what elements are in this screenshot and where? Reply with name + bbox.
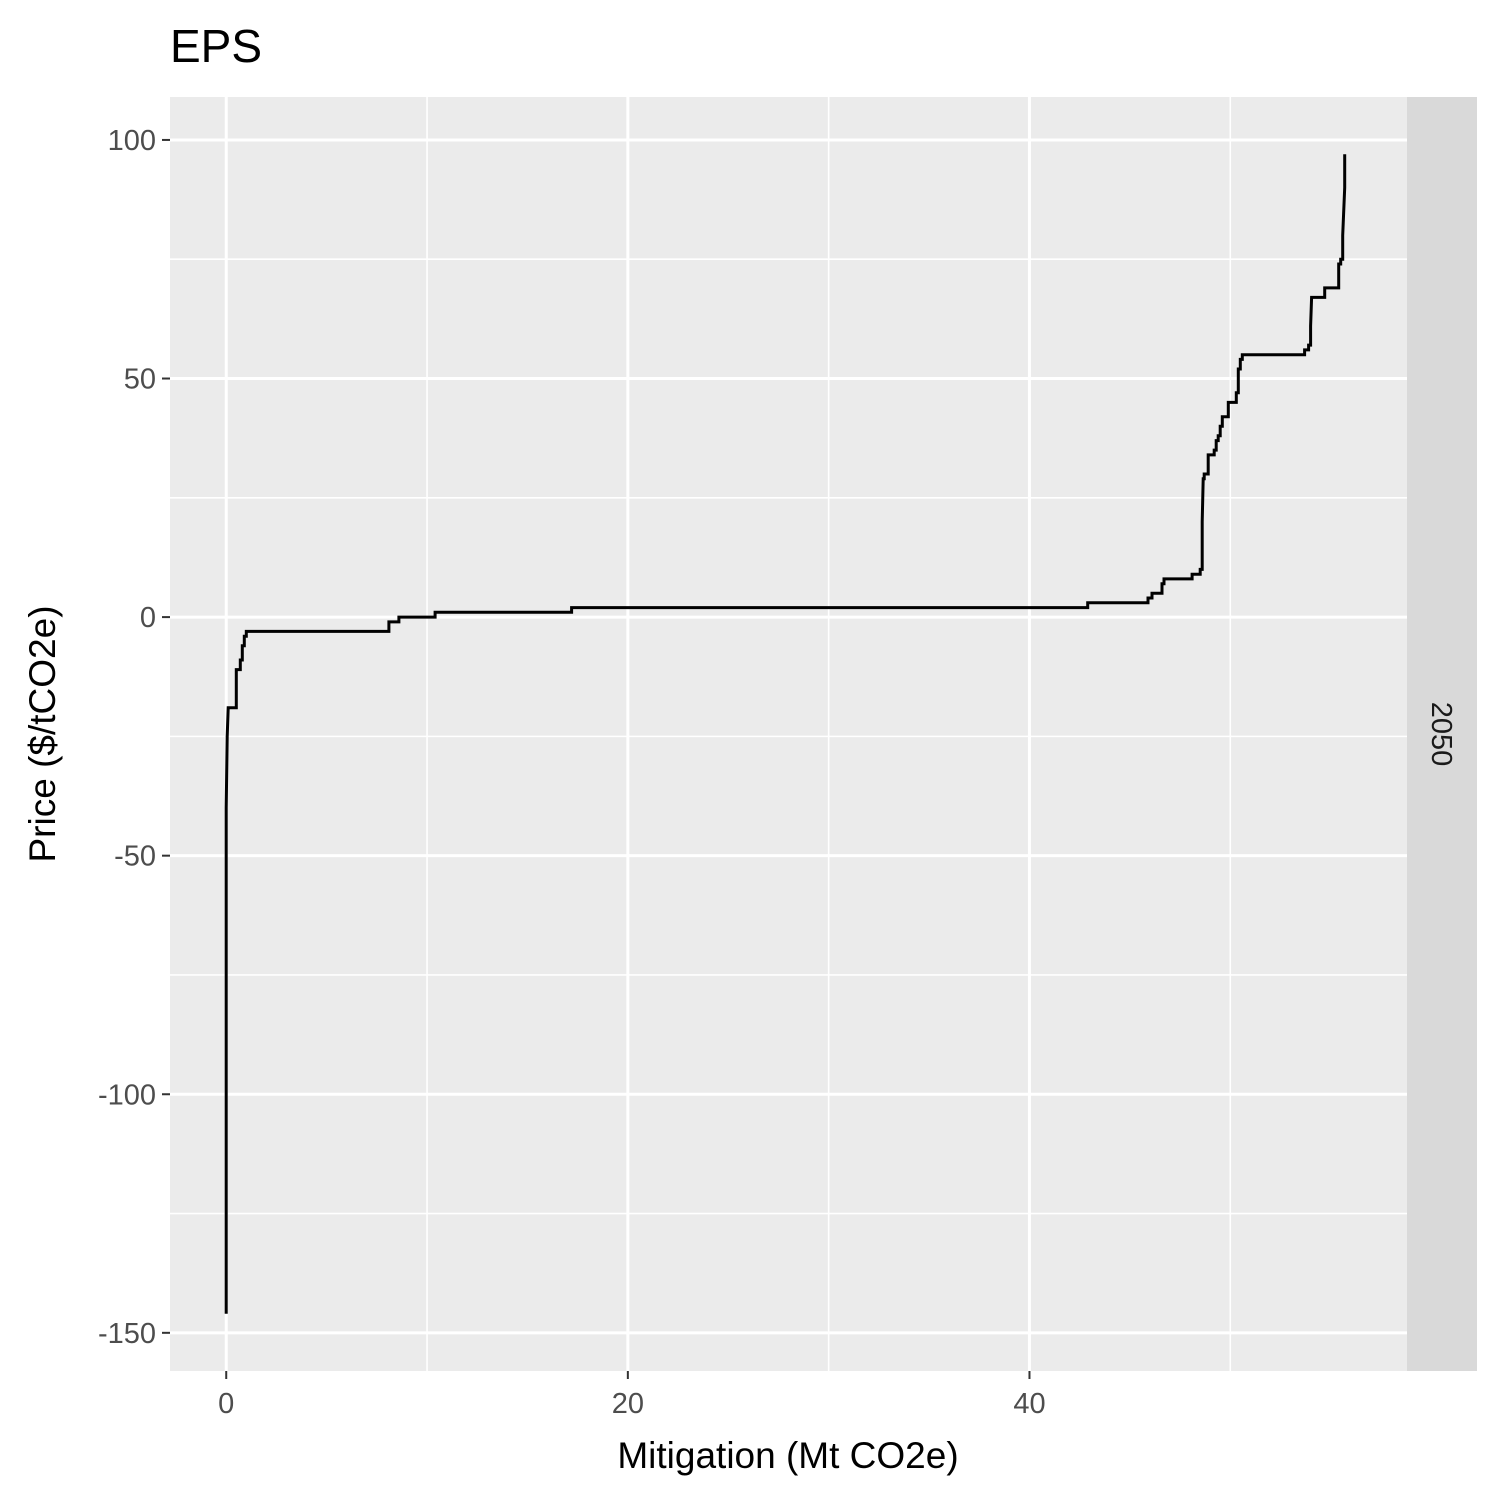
y-axis-ticks: 100 50 0 -50 -100 -150 (98, 125, 170, 1350)
x-tick-label: 0 (218, 1388, 234, 1420)
plot-background (170, 97, 1407, 1371)
y-tick-label: -150 (98, 1318, 156, 1350)
data-line (224, 154, 1347, 1314)
x-tick-label: 40 (1013, 1388, 1045, 1420)
y-tick-label: 100 (108, 125, 156, 157)
y-tick-label: -100 (98, 1079, 156, 1111)
y-axis-title: Price ($/tCO2e) (22, 605, 63, 862)
y-tick-label: 0 (140, 602, 156, 634)
chart-title: EPS (170, 20, 262, 72)
y-tick-label: 50 (124, 364, 156, 396)
x-tick-label: 20 (612, 1388, 644, 1420)
minor-gridlines (170, 97, 1407, 1371)
facet-strip (1407, 97, 1477, 1371)
y-tick-label: -50 (114, 841, 156, 873)
facet-strip-label: 2050 (1425, 702, 1457, 767)
x-axis-ticks: 0 20 40 (218, 1371, 1046, 1420)
x-axis-title: Mitigation (Mt CO2e) (617, 1435, 958, 1476)
